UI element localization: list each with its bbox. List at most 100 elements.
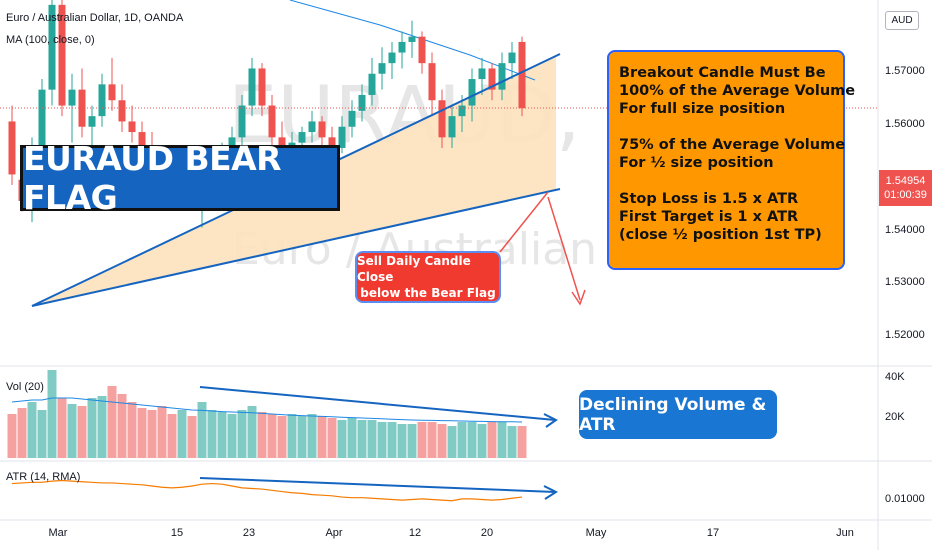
volume-tick-label: 20K [885,411,905,423]
volume-bar [7,414,17,458]
volume-bar [247,406,257,458]
volume-bar [137,408,147,458]
volume-bar [397,424,407,458]
date-label: 23 [242,527,256,539]
price-tick-label: 1.52000 [885,329,925,341]
volume-bar [497,422,507,458]
volume-bar [517,426,527,458]
candle-body [98,84,106,117]
atr-line [11,479,523,502]
atr-declining-trendline [199,477,556,493]
volume-bar [177,410,187,458]
candle-body [338,126,346,148]
info-line: 75% of the Average Volume [619,137,846,153]
bear-flag-title: EURAUD BEAR FLAG [20,139,340,217]
candle-body [328,137,336,148]
date-label: Mar [48,527,68,539]
volume-bar [47,370,57,458]
volume-bar [117,394,127,458]
volume-bar [67,404,77,458]
date-label: 12 [408,527,422,539]
volume-bar [217,412,227,458]
volume-bar [387,422,397,458]
price-tick-label: 1.57000 [885,65,925,77]
candle-body [268,105,276,138]
volume-bar [257,412,267,458]
candle-body [238,105,246,138]
volume-bar [367,420,377,458]
info-line: First Target is 1 x ATR [619,209,799,225]
volume-bar [27,402,37,458]
volume-declining-trendline [199,386,556,421]
ma-indicator-label[interactable]: MA (100, close, 0) [6,34,95,46]
currency-tag[interactable]: AUD [885,11,919,30]
candle-body [278,137,286,148]
volume-bar [287,414,297,458]
volume-bar [227,414,237,458]
volume-bar [237,410,247,458]
candle-body [418,36,426,64]
candle-body [448,116,456,138]
volume-ma-line [11,397,523,423]
candle-body [358,94,366,111]
candle-body [378,63,386,74]
volume-indicator-label[interactable]: Vol (20) [6,381,44,393]
volume-bar [147,410,157,458]
candle-body [38,89,46,154]
volume-bar [77,406,87,458]
candle-body [258,68,266,106]
sell-pointer-line [499,191,549,253]
candle-body [458,105,466,117]
volume-bar [357,420,367,458]
candle-body [348,110,356,127]
breakdown-arrow-line [547,196,581,301]
volume-trend-arrowhead [543,413,558,428]
volume-bar [87,398,97,458]
info-line: For full size position [619,101,786,117]
date-label: 15 [170,527,184,539]
volume-bar [457,422,467,458]
volume-tick-label: 40K [885,371,905,383]
volume-bar [427,422,437,458]
volume-bar [347,418,357,458]
candle-body [508,52,516,64]
price-tick-label: 1.53000 [885,276,925,288]
volume-bar [377,422,387,458]
sell-line-1: Sell Daily Candle Close [357,254,471,284]
candle-body [248,68,256,106]
volume-bar [437,424,447,458]
info-spacer [619,172,843,190]
volume-bar [267,414,277,458]
volume-bar [417,422,427,458]
volume-bar [407,424,417,458]
info-line: 100% of the Average Volume [619,83,856,99]
rules-info-box: Breakout Candle Must Be 100% of the Aver… [607,50,856,270]
candle-body [408,36,416,42]
volume-bar [97,396,107,458]
volume-bar [187,416,197,458]
volume-bar [37,410,47,458]
candle-body [108,84,116,101]
atr-tick-label: 0.01000 [885,493,925,505]
volume-bar [17,408,27,458]
volume-bar [477,424,487,458]
date-label: May [585,527,607,539]
volume-bar [317,416,327,458]
flag-lower-trendline [31,188,561,307]
sell-line-2: below the Bear Flag [360,286,496,300]
candle-body [88,116,96,127]
atr-indicator-label[interactable]: ATR (14, RMA) [6,471,81,483]
info-spacer [619,118,843,136]
info-line: Stop Loss is 1.5 x ATR [619,191,799,207]
breakdown-arrowhead [571,289,586,306]
declining-volume-atr-box: Declining Volume & ATR [579,390,777,439]
candle-body [368,73,376,95]
info-line: Breakout Candle Must Be [619,65,826,81]
candle-body [48,4,56,90]
volume-bar [297,416,307,458]
candle-body [398,41,406,53]
volume-bar [207,410,217,458]
volume-bar [507,426,517,458]
symbol-header: Euro / Australian Dollar, 1D, OANDA [6,12,184,24]
candle-body [488,68,496,90]
